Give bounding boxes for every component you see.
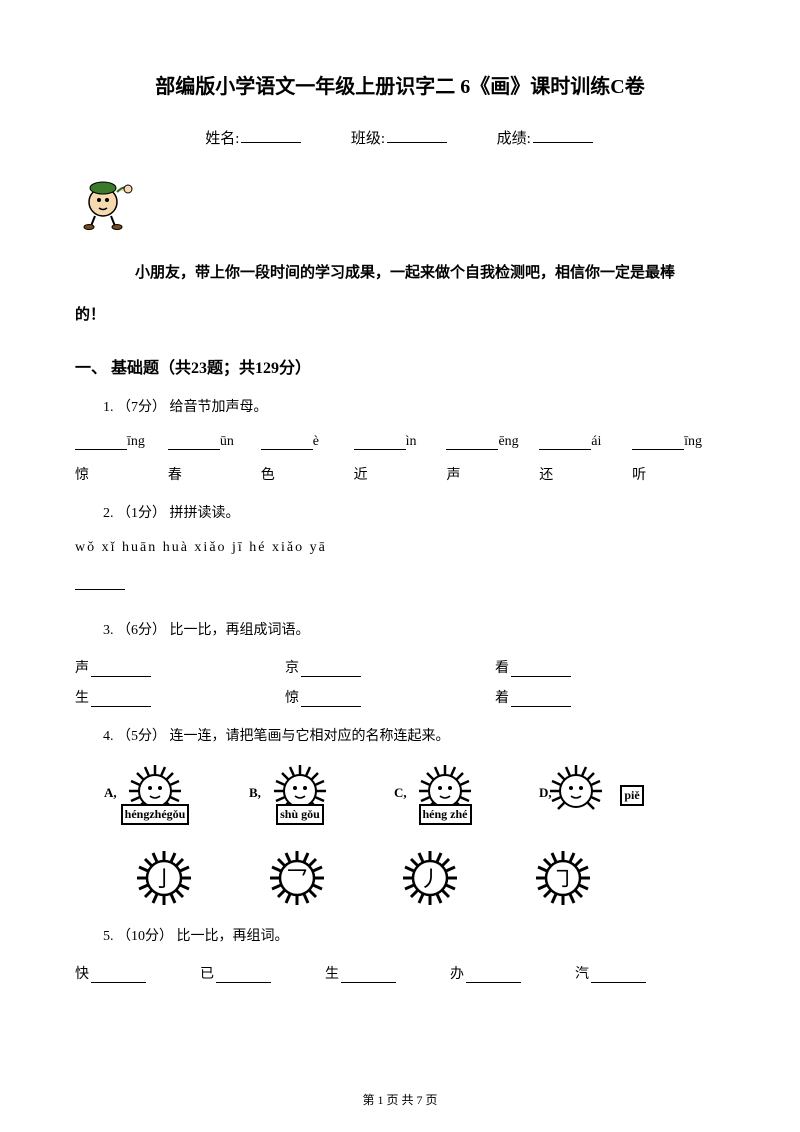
q1-pinyin-row: īng ūn è ìn ēng ái īng <box>75 434 725 450</box>
q3-blank[interactable] <box>511 693 571 707</box>
name-label: 姓名: <box>205 131 239 147</box>
q4-stroke[interactable]: ㇆ <box>534 849 592 907</box>
q3-blank[interactable] <box>301 693 361 707</box>
q4-strokes-row: 亅 乛 丿 ㇆ <box>135 849 725 907</box>
q3-blank[interactable] <box>511 663 571 677</box>
q2-pinyin: wǒ xǐ huān huà xiǎo jī hé xiǎo yā <box>75 540 725 556</box>
q5-blank[interactable] <box>341 969 396 983</box>
q1-char-row: 惊 春 色 近 声 还 听 <box>75 464 725 484</box>
info-line: 姓名: 班级: 成绩: <box>75 127 725 148</box>
q1-blank[interactable] <box>168 436 220 450</box>
intro-text-2: 的！ <box>75 294 725 336</box>
page-footer: 第 1 页 共 7 页 <box>0 1091 800 1108</box>
q3-blank[interactable] <box>301 663 361 677</box>
q3-row1: 声 京 看 <box>75 657 725 677</box>
name-blank[interactable] <box>241 142 301 143</box>
score-blank[interactable] <box>533 142 593 143</box>
q3-blank[interactable] <box>91 693 151 707</box>
q1-text: 1. （7分） 给音节加声母。 <box>75 396 725 416</box>
class-label: 班级: <box>351 131 385 147</box>
class-blank[interactable] <box>387 142 447 143</box>
q4-option[interactable]: D, piě <box>535 763 645 839</box>
q1-blank[interactable] <box>446 436 498 450</box>
q4-option[interactable]: B, shù gǒu <box>245 763 355 839</box>
q2-text: 2. （1分） 拼拼读读。 <box>75 502 725 522</box>
q5-blank[interactable] <box>466 969 521 983</box>
q2-blank[interactable] <box>75 576 125 590</box>
q5-blank[interactable] <box>216 969 271 983</box>
page-title: 部编版小学语文一年级上册识字二 6《画》课时训练C卷 <box>75 70 725 99</box>
q5-blank[interactable] <box>591 969 646 983</box>
q3-row2: 生 惊 着 <box>75 687 725 707</box>
section-heading: 一、 基础题（共23题；共129分） <box>75 354 725 378</box>
q5-blank[interactable] <box>91 969 146 983</box>
q3-text: 3. （6分） 比一比，再组成词语。 <box>75 619 725 639</box>
q4-text: 4. （5分） 连一连，请把笔画与它相对应的名称连起来。 <box>75 725 725 745</box>
q1-blank[interactable] <box>632 436 684 450</box>
q1-blank[interactable] <box>539 436 591 450</box>
q1-blank[interactable] <box>261 436 313 450</box>
q4-option[interactable]: C, héng zhé <box>390 763 500 839</box>
q1-blank[interactable] <box>354 436 406 450</box>
q5-row: 快 已 生 办 汽 <box>75 963 725 983</box>
intro-text-1: 小朋友，带上你一段时间的学习成果，一起来做个自我检测吧，相信你一定是最棒 <box>75 252 725 294</box>
score-label: 成绩: <box>497 131 531 147</box>
q4-options-row: A, héngzhégǒu B, shù gǒu C, héng zhé D, … <box>100 763 725 839</box>
q1-blank[interactable] <box>75 436 127 450</box>
mascot-icon <box>75 168 725 237</box>
q4-option[interactable]: A, héngzhégǒu <box>100 763 210 839</box>
q4-stroke[interactable]: 乛 <box>268 849 326 907</box>
q4-stroke[interactable]: 亅 <box>135 849 193 907</box>
q4-stroke[interactable]: 丿 <box>401 849 459 907</box>
q3-blank[interactable] <box>91 663 151 677</box>
q5-text: 5. （10分） 比一比，再组词。 <box>75 925 725 945</box>
